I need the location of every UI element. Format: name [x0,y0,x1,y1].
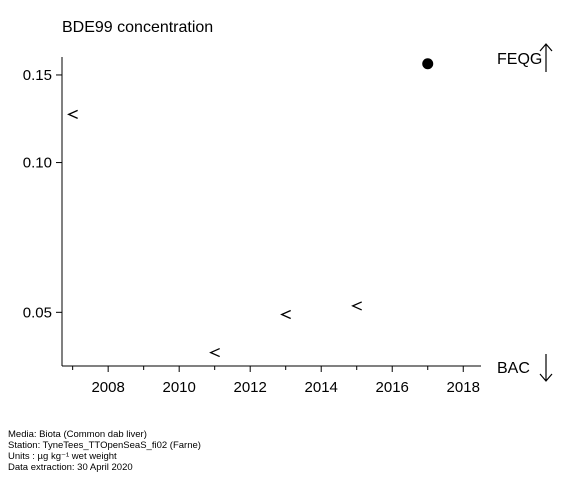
detected-value-point [422,58,434,70]
y-axis-ticks: 0.05 0.10 0.15 [23,67,62,321]
x-tick-label: 2018 [447,379,480,396]
footer-notes: Media: Biota (Common dab liver) Station:… [8,429,201,473]
x-tick-label: 2008 [91,379,124,396]
x-tick-label: 2016 [376,379,409,396]
axes [61,57,481,367]
x-tick-label: 2014 [305,379,338,396]
reference-arrows [539,43,553,382]
y-tick-label: 0.05 [23,304,52,321]
footer-station: Station: TyneTees_TTOpenSeaS_fi02 (Farne… [8,440,201,451]
y-tick-label: 0.10 [23,155,52,172]
less-than-point [351,301,362,311]
x-axis-ticks: 2008 2010 2012 2014 2016 2018 [72,366,480,396]
chart-title: BDE99 concentration [62,19,214,36]
footer-extraction: Data extraction: 30 April 2020 [8,462,133,473]
feqg-up-arrow-icon [539,43,553,72]
feqg-label: FEQG [497,51,543,68]
y-tick-label: 0.15 [23,67,52,84]
less-than-point [280,309,291,320]
data-points [67,58,434,358]
less-than-point [209,347,220,358]
less-than-point [67,109,78,119]
x-tick-label: 2012 [234,379,267,396]
footer-media: Media: Biota (Common dab liver) [8,429,147,440]
footer-units: Units : µg kg⁻¹ wet weight [8,451,117,462]
bac-down-arrow-icon [539,354,553,382]
x-tick-label: 2010 [162,379,195,396]
bac-label: BAC [497,360,530,377]
